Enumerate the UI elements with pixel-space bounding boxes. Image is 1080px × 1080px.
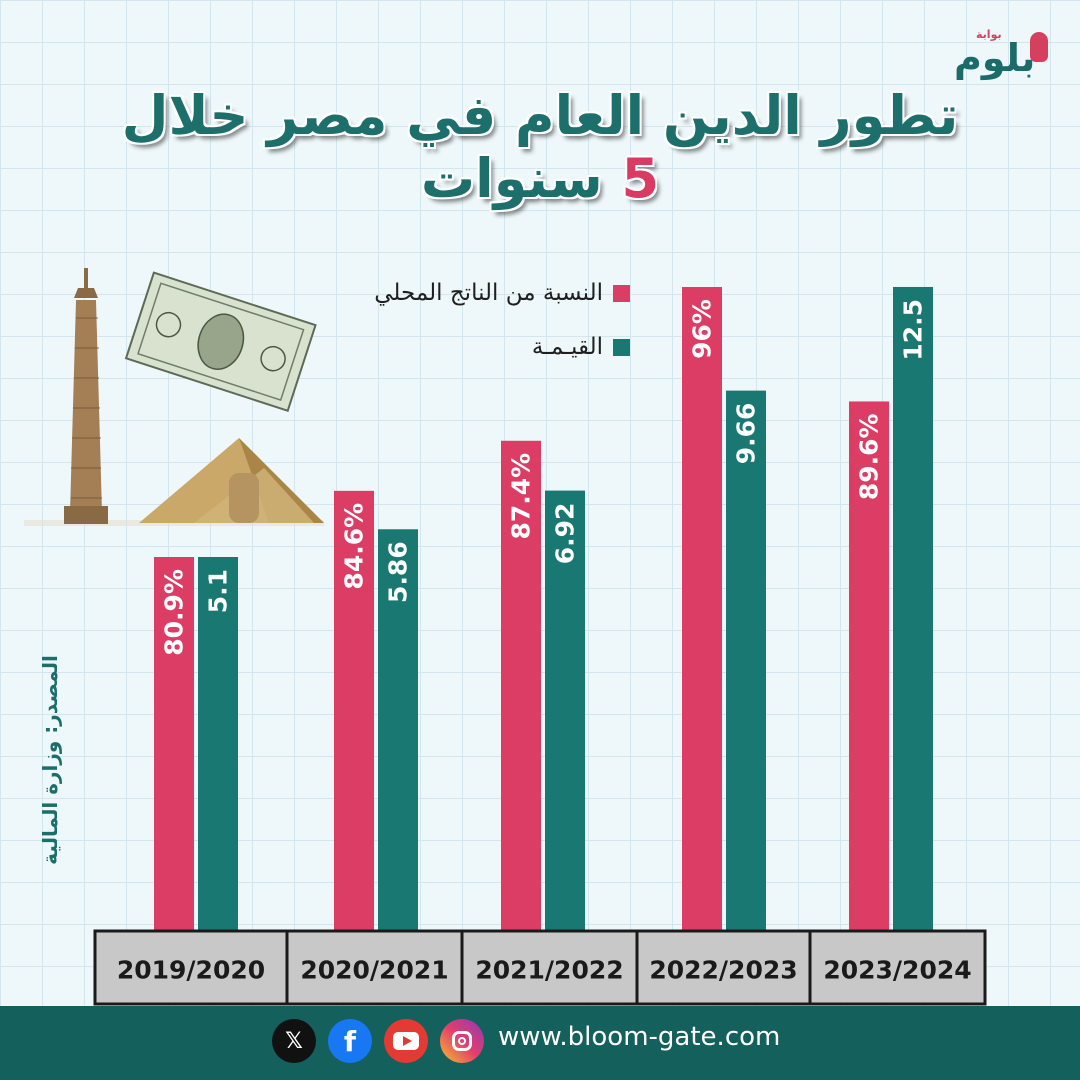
data-label-value: 6.92 — [551, 503, 580, 565]
data-label-value: 9.66 — [732, 403, 761, 465]
bar-value — [378, 529, 418, 930]
x-tick-label: 2020/2021 — [300, 956, 448, 985]
bar-value — [893, 286, 933, 930]
legend-swatch-gdp-ratio — [613, 284, 630, 302]
data-label-value: 5.86 — [384, 541, 413, 603]
x-tick-label: 2023/2024 — [823, 956, 971, 985]
legend-swatch-value — [613, 338, 630, 356]
x-glyph: 𝕏 — [285, 1028, 303, 1054]
instagram-icon[interactable] — [440, 1019, 484, 1063]
x-tick-label: 2022/2023 — [649, 956, 797, 985]
data-label-value: 5.1 — [204, 569, 233, 613]
instagram-camera-icon — [452, 1031, 472, 1051]
youtube-play-icon — [393, 1032, 419, 1050]
social-links: 𝕏 f — [272, 1019, 484, 1063]
x-icon[interactable]: 𝕏 — [272, 1019, 316, 1063]
bar-value — [545, 490, 585, 930]
legend-item-gdp-ratio: النسبة من الناتج المحلي — [280, 276, 630, 310]
cairo-tower-dollar-pyramid-illustration — [24, 268, 324, 526]
logo-text: بلوم — [954, 36, 1036, 80]
facebook-glyph: f — [343, 1024, 357, 1058]
legend-label-gdp-ratio: النسبة من الناتج المحلي — [374, 280, 603, 306]
facebook-icon[interactable]: f — [328, 1019, 372, 1063]
chart-legend: النسبة من الناتج المحلي القيـمـة — [280, 276, 630, 384]
x-tick-label: 2021/2022 — [475, 956, 623, 985]
legend-label-value: القيـمـة — [531, 334, 603, 360]
title-text-before: تطور الدين العام في مصر خلال — [121, 84, 959, 147]
microphone-icon — [1030, 32, 1048, 62]
bar-gdp-ratio — [154, 557, 194, 930]
title-number: 5 — [621, 147, 660, 210]
data-label-value: 12.5 — [899, 299, 928, 361]
bar-gdp-ratio — [682, 287, 722, 931]
bar-chart: 80.9% 5.1 84.6% 5.86 87.4% 6.92 96% 9.66 89.6% 12… — [93, 286, 987, 1006]
title-text-after: سنوات — [420, 147, 622, 210]
bar-gdp-ratio — [501, 440, 541, 930]
bar-gdp-ratio — [334, 490, 374, 930]
logo-tagline: بوابة — [976, 28, 1002, 41]
footer-bar — [0, 1006, 1080, 1080]
data-label-gdp-ratio: 87.4% — [507, 453, 536, 540]
legend-item-value: القيـمـة — [280, 330, 630, 364]
bar-value — [726, 390, 766, 930]
data-label-gdp-ratio: 96% — [688, 299, 717, 359]
youtube-icon[interactable] — [384, 1019, 428, 1063]
brand-logo: بوابة بلوم — [948, 28, 1058, 94]
data-label-gdp-ratio: 84.6% — [340, 503, 369, 590]
x-axis-table — [93, 929, 987, 1006]
data-label-gdp-ratio: 80.9% — [160, 569, 189, 656]
data-label-gdp-ratio: 89.6% — [855, 413, 884, 500]
website-link[interactable]: www.bloom-gate.com — [498, 1022, 781, 1052]
page-title: تطور الدين العام في مصر خلال 5 سنوات — [100, 84, 980, 210]
x-tick-label: 2019/2020 — [117, 956, 265, 985]
bar-value — [198, 557, 238, 930]
bar-gdp-ratio — [849, 401, 889, 931]
